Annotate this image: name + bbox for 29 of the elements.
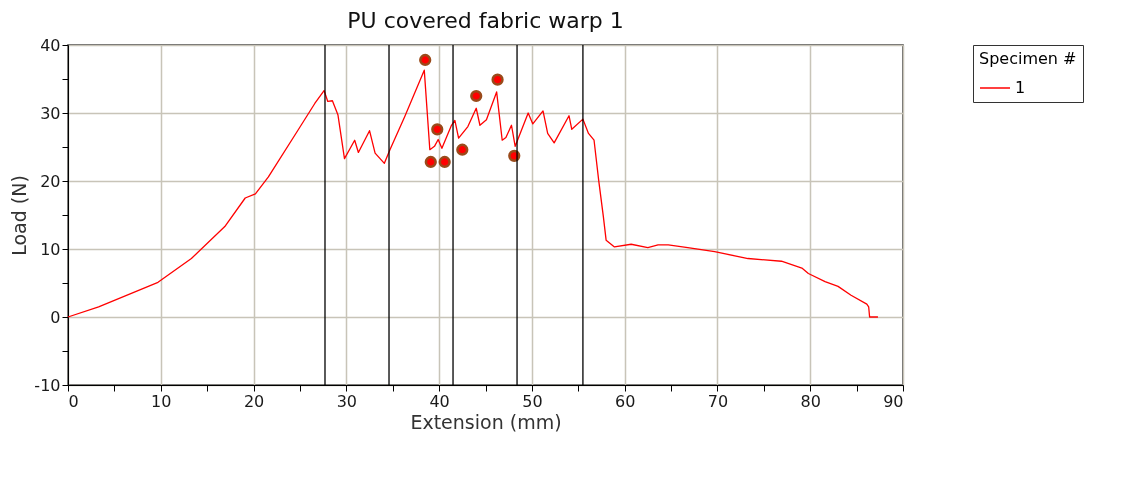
legend-title: Specimen # [979, 49, 1077, 68]
x-tick-label: 60 [614, 391, 636, 411]
chart-title: PU covered fabric warp 1 [347, 8, 624, 33]
y-axis-title: Load (N) [8, 175, 31, 256]
x-tick-label: 30 [336, 391, 358, 411]
point [431, 123, 444, 136]
y-tick-label: 40 [40, 35, 61, 55]
legend-label: 1 [1015, 78, 1026, 97]
y-tick-label: 0 [50, 307, 61, 327]
y-tick-label: 30 [40, 103, 61, 123]
x-tick-label: 40 [429, 391, 450, 411]
point [491, 73, 504, 86]
x-tick-label: 70 [707, 391, 729, 411]
y-tick-label: -10 [34, 375, 61, 395]
x-tick-label: 0 [68, 391, 79, 411]
x-tick-label: 80 [800, 391, 821, 411]
line-series [67, 69, 879, 318]
point [438, 155, 451, 169]
x-tick-label: 10 [151, 391, 172, 411]
x-axis-title: Extension (mm) [410, 410, 562, 433]
point [456, 143, 469, 156]
x-tick-label: 50 [522, 391, 543, 411]
point [419, 53, 432, 67]
point [470, 89, 483, 103]
point [424, 155, 437, 169]
x-tick-label: 20 [243, 391, 265, 411]
y-tick-label: 10 [40, 239, 61, 259]
y-tick-label: 20 [40, 171, 61, 191]
x-tick-label: 90 [883, 391, 904, 411]
